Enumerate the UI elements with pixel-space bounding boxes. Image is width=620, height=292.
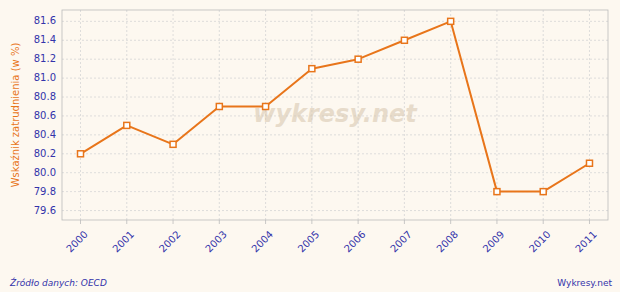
x-tick <box>80 220 81 224</box>
x-tick-label: 2001 <box>111 229 137 255</box>
x-tick <box>358 220 359 224</box>
x-tick-label: 2004 <box>249 229 275 255</box>
series <box>78 18 593 194</box>
y-grid-line <box>62 21 608 22</box>
x-tick-label: 2002 <box>157 229 183 255</box>
x-tick-label: 2009 <box>481 229 507 255</box>
marker <box>540 189 546 195</box>
y-grid-line <box>62 78 608 79</box>
y-grid-line <box>62 97 608 98</box>
y-grid-line <box>62 134 608 135</box>
background <box>0 0 620 292</box>
grid <box>62 10 608 220</box>
y-tick-label: 81.0 <box>34 72 56 83</box>
footer-right: Wykresy.net <box>557 278 612 288</box>
y-grid-line <box>62 172 608 173</box>
marker <box>309 66 315 72</box>
y-tick-label: 80.4 <box>34 129 56 140</box>
marker <box>124 122 130 128</box>
x-tick <box>496 220 497 224</box>
y-tick-label: 80.8 <box>34 91 56 102</box>
x-grid-line <box>219 10 220 220</box>
marker <box>448 18 454 24</box>
y-grid-line <box>62 153 608 154</box>
x-tick-label: 2010 <box>527 229 553 255</box>
x-grid-line <box>126 10 127 220</box>
x-axis: 2000 2001 2002 2003 2004 2005 2006 2007 2008 2009… <box>64 220 599 255</box>
x-grid-line <box>589 10 590 220</box>
marker <box>216 103 222 109</box>
x-tick <box>404 220 405 224</box>
y-tick-label: 81.2 <box>34 53 56 64</box>
x-tick <box>311 220 312 224</box>
y-tick-label: 80.6 <box>34 110 56 121</box>
x-grid-line <box>173 10 174 220</box>
y-tick-label: 81.6 <box>34 15 56 26</box>
x-tick <box>173 220 174 224</box>
x-tick <box>219 220 220 224</box>
marker <box>586 160 592 166</box>
x-tick-label: 2003 <box>203 229 229 255</box>
footer-left: Źródło danych: OECD <box>9 277 107 288</box>
chart-svg: wykresy.net 79.6 79.8 80.0 80.2 80.4 80.6 80.8 8… <box>0 0 620 292</box>
x-tick <box>450 220 451 224</box>
x-tick <box>589 220 590 224</box>
y-tick-label: 81.4 <box>34 34 56 45</box>
x-tick-label: 2005 <box>296 229 322 255</box>
x-tick-label: 2008 <box>434 229 460 255</box>
marker <box>355 56 361 62</box>
marker <box>401 37 407 43</box>
chart-container: wykresy.net 79.6 79.8 80.0 80.2 80.4 80.6 80.8 8… <box>0 0 620 292</box>
x-grid-line <box>450 10 451 220</box>
y-grid-line <box>62 59 608 60</box>
y-axis-label: Wskaźnik zatrudnienia (w %) <box>10 43 21 188</box>
x-tick-label: 2011 <box>573 229 599 255</box>
x-tick-label: 2000 <box>64 229 90 255</box>
x-grid-line <box>80 10 81 220</box>
marker <box>78 151 84 157</box>
x-tick <box>126 220 127 224</box>
y-tick-label: 80.2 <box>34 148 56 159</box>
marker <box>263 103 269 109</box>
x-tick-label: 2007 <box>388 229 414 255</box>
marker <box>494 189 500 195</box>
y-tick-label: 80.0 <box>34 167 56 178</box>
y-axis: 79.6 79.8 80.0 80.2 80.4 80.6 80.8 81.0 81.2 81.4… <box>34 15 56 215</box>
plot-frame <box>62 10 608 220</box>
marker <box>170 141 176 147</box>
x-tick <box>265 220 266 224</box>
y-tick-label: 79.8 <box>34 186 56 197</box>
x-tick <box>543 220 544 224</box>
watermark: wykresy.net <box>253 100 418 128</box>
line <box>81 21 590 191</box>
x-tick-label: 2006 <box>342 229 368 255</box>
y-grid-line <box>62 210 608 211</box>
y-grid-line <box>62 40 608 41</box>
y-tick-label: 79.6 <box>34 205 56 216</box>
